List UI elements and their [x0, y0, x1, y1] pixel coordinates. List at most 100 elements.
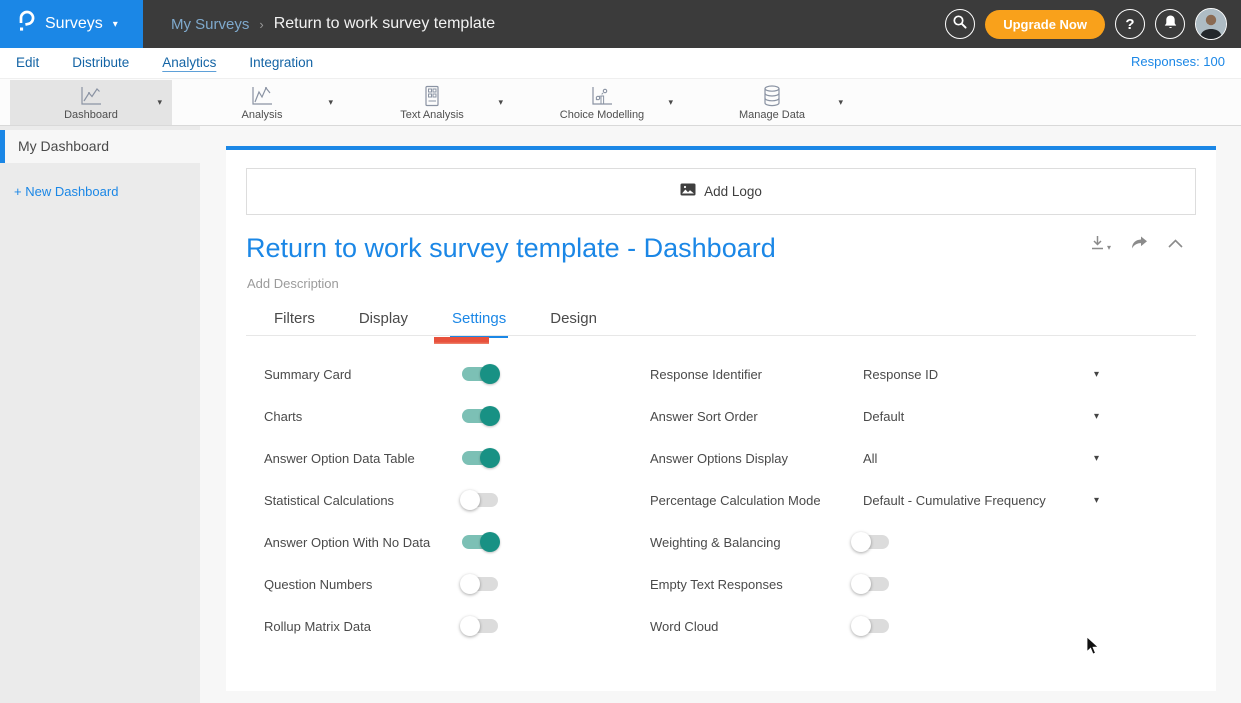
- nav-item-integration[interactable]: Integration: [249, 54, 314, 70]
- chevron-down-icon[interactable]: ▾: [1094, 369, 1100, 380]
- tab-display[interactable]: Display: [358, 310, 409, 327]
- toolbar-item-text-analysis[interactable]: Text Analysis ▾: [351, 80, 513, 125]
- toggle-knob: [480, 406, 500, 426]
- setting-row-summary-card: Summary Card: [264, 363, 694, 385]
- chevron-down-icon[interactable]: ▾: [1094, 495, 1100, 506]
- toggle-switch[interactable]: [851, 616, 889, 636]
- download-caret-icon: ▾: [1106, 242, 1111, 252]
- new-dashboard-button[interactable]: + New Dashboard: [14, 184, 119, 199]
- nav-item-edit[interactable]: Edit: [16, 54, 40, 70]
- choice-modelling-icon: [589, 84, 615, 108]
- breadcrumb-separator: ›: [259, 16, 264, 32]
- settings-tabs: Filters Display Settings Design: [272, 306, 599, 338]
- toolbar-item-manage-data[interactable]: Manage Data ▾: [691, 80, 853, 125]
- toggle-switch[interactable]: [462, 448, 500, 468]
- toolbar-item-label: Choice Modelling: [559, 109, 645, 121]
- chevron-down-icon[interactable]: ▾: [328, 97, 333, 107]
- setting-label: Rollup Matrix Data: [264, 618, 371, 634]
- chevron-down-icon[interactable]: ▾: [668, 97, 673, 107]
- dashboard-card: Add Logo Return to work survey template …: [226, 146, 1216, 691]
- setting-label: Weighting & Balancing: [650, 534, 781, 550]
- select-value-answer-options-display[interactable]: All: [863, 450, 878, 466]
- toggle-knob: [851, 616, 871, 636]
- setting-row-answer-option-data-table: Answer Option Data Table: [264, 447, 694, 469]
- setting-row-statistical-calculations: Statistical Calculations: [264, 489, 694, 511]
- toggle-switch[interactable]: [462, 532, 500, 552]
- toggle-switch[interactable]: [851, 532, 889, 552]
- manage-data-icon: [760, 84, 784, 108]
- setting-label: Question Numbers: [264, 576, 373, 592]
- analysis-chart-icon: [249, 84, 275, 108]
- toggle-switch[interactable]: [460, 490, 498, 510]
- user-avatar[interactable]: [1195, 8, 1227, 40]
- share-button[interactable]: [1129, 235, 1149, 251]
- search-button[interactable]: [945, 9, 976, 39]
- toggle-switch[interactable]: [460, 616, 498, 636]
- sidebar-item-my-dashboard[interactable]: My Dashboard: [0, 130, 200, 163]
- questionpro-logo-icon: [16, 10, 36, 39]
- setting-label: Answer Options Display: [650, 450, 788, 466]
- header-actions: Upgrade Now ?: [945, 8, 1241, 40]
- download-button[interactable]: ▾: [1089, 234, 1111, 252]
- toolbar-item-dashboard[interactable]: Dashboard ▾: [10, 80, 172, 125]
- setting-row-response-identifier: Response Identifier Response ID ▾: [650, 363, 1170, 385]
- toggle-switch[interactable]: [460, 574, 498, 594]
- setting-label: Answer Sort Order: [650, 408, 758, 424]
- responses-count: Responses: 100: [1131, 54, 1225, 69]
- nav-item-analytics[interactable]: Analytics: [162, 54, 217, 70]
- toggle-switch[interactable]: [462, 364, 500, 384]
- chevron-down-icon[interactable]: ▾: [498, 97, 503, 107]
- toolbar-item-analysis[interactable]: Analysis ▾: [181, 80, 343, 125]
- toggle-knob: [851, 574, 871, 594]
- chevron-down-icon[interactable]: ▾: [1094, 453, 1100, 464]
- setting-row-rollup-matrix-data: Rollup Matrix Data: [264, 615, 694, 637]
- toggle-knob: [851, 532, 871, 552]
- dashboard-title: Return to work survey template - Dashboa…: [246, 233, 776, 263]
- setting-row-answer-sort-order: Answer Sort Order Default ▾: [650, 405, 1170, 427]
- breadcrumb-survey-name: Return to work survey template: [273, 15, 496, 32]
- notifications-button[interactable]: [1155, 9, 1185, 39]
- add-description-field[interactable]: Add Description: [247, 276, 339, 291]
- select-value-percentage-calculation-mode[interactable]: Default - Cumulative Frequency: [863, 492, 1046, 508]
- setting-row-charts: Charts: [264, 405, 694, 427]
- toggle-knob: [460, 490, 480, 510]
- setting-label: Empty Text Responses: [650, 576, 783, 592]
- chevron-down-icon[interactable]: ▾: [1094, 411, 1100, 422]
- tab-filters[interactable]: Filters: [274, 310, 315, 327]
- help-button[interactable]: ?: [1115, 9, 1145, 39]
- brand-menu[interactable]: Surveys ▾: [0, 0, 143, 48]
- search-icon: [952, 14, 968, 35]
- chevron-down-icon[interactable]: ▾: [157, 97, 162, 107]
- setting-row-empty-text-responses: Empty Text Responses: [650, 573, 1170, 595]
- top-header: Surveys ▾ My Surveys › Return to work su…: [0, 0, 1241, 48]
- tab-design[interactable]: Design: [550, 310, 597, 327]
- setting-row-word-cloud: Word Cloud: [650, 615, 1170, 637]
- toggle-knob: [460, 616, 480, 636]
- setting-row-weighting-balancing: Weighting & Balancing: [650, 531, 1170, 553]
- brand-caret-icon: ▾: [112, 18, 118, 30]
- select-value-response-identifier[interactable]: Response ID: [863, 366, 939, 382]
- toolbar-item-choice-modelling[interactable]: Choice Modelling ▾: [521, 80, 683, 125]
- select-value-answer-sort-order[interactable]: Default: [863, 408, 905, 424]
- tab-settings[interactable]: Settings: [450, 306, 509, 338]
- toggle-switch[interactable]: [851, 574, 889, 594]
- question-mark-icon: ?: [1125, 15, 1135, 33]
- upgrade-now-button[interactable]: Upgrade Now: [985, 9, 1105, 39]
- setting-label: Statistical Calculations: [264, 492, 395, 508]
- toggle-knob: [480, 532, 500, 552]
- nav-item-distribute[interactable]: Distribute: [72, 54, 130, 70]
- collapse-button[interactable]: [1167, 238, 1184, 249]
- toggle-knob: [460, 574, 480, 594]
- setting-row-answer-options-display: Answer Options Display All ▾: [650, 447, 1170, 469]
- add-logo-button[interactable]: Add Logo: [246, 168, 1196, 215]
- toggle-switch[interactable]: [462, 406, 500, 426]
- breadcrumb-my-surveys[interactable]: My Surveys: [171, 15, 250, 33]
- toolbar-item-label: Manage Data: [738, 109, 806, 121]
- analytics-toolbar: Dashboard ▾ Analysis ▾ Text Analysis ▾ Choice …: [0, 78, 1241, 126]
- setting-label: Response Identifier: [650, 366, 763, 382]
- chevron-down-icon[interactable]: ▾: [838, 97, 843, 107]
- toggle-knob: [480, 364, 500, 384]
- image-icon: [680, 183, 696, 201]
- add-logo-label: Add Logo: [704, 184, 762, 199]
- card-accent-bar: [226, 146, 1216, 150]
